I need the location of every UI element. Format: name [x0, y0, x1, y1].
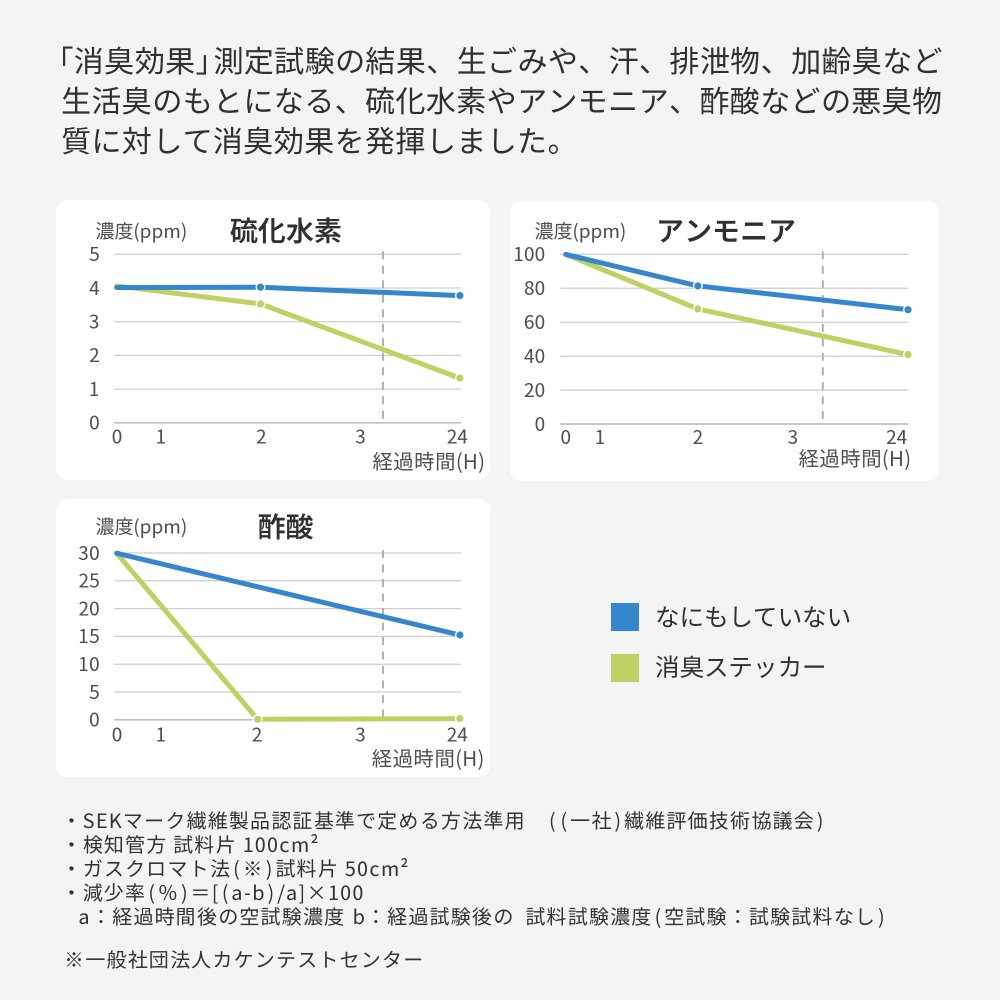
svg-text:5: 5 [89, 678, 100, 705]
svg-text:濃度(ppm): 濃度(ppm) [535, 217, 627, 244]
svg-text:80: 80 [524, 274, 545, 301]
svg-text:硫化水素: 硫化水素 [230, 210, 342, 250]
svg-text:40: 40 [524, 342, 545, 369]
svg-text:24: 24 [447, 422, 469, 449]
svg-text:10: 10 [78, 650, 99, 677]
svg-text:60: 60 [524, 308, 545, 335]
svg-text:酢酸: 酢酸 [258, 506, 314, 546]
svg-text:100: 100 [513, 240, 545, 267]
svg-text:4: 4 [89, 274, 100, 301]
svg-text:24: 24 [447, 721, 469, 748]
svg-text:3: 3 [355, 422, 366, 449]
svg-text:2: 2 [693, 423, 704, 450]
svg-text:0: 0 [89, 409, 100, 436]
svg-text:1: 1 [156, 422, 167, 449]
svg-text:2: 2 [252, 721, 263, 748]
svg-text:2: 2 [89, 341, 100, 368]
svg-text:0: 0 [112, 721, 123, 748]
svg-text:経過時間(H): 経過時間(H) [372, 742, 485, 772]
svg-text:1: 1 [156, 721, 167, 748]
svg-text:経過時間(H): 経過時間(H) [373, 445, 486, 475]
svg-text:1: 1 [89, 375, 100, 402]
svg-text:0: 0 [112, 422, 123, 449]
svg-text:濃度(ppm): 濃度(ppm) [96, 513, 188, 540]
svg-text:5: 5 [89, 240, 100, 267]
svg-text:2: 2 [256, 422, 267, 449]
svg-text:25: 25 [78, 567, 99, 594]
svg-text:0: 0 [534, 410, 545, 437]
svg-text:3: 3 [89, 308, 100, 335]
svg-text:24: 24 [886, 423, 908, 450]
svg-text:1: 1 [595, 423, 606, 450]
svg-text:経過時間(H): 経過時間(H) [799, 442, 912, 472]
svg-text:30: 30 [78, 539, 99, 566]
svg-text:3: 3 [355, 721, 366, 748]
svg-text:20: 20 [524, 376, 545, 403]
svg-text:0: 0 [89, 706, 100, 733]
svg-text:3: 3 [788, 423, 799, 450]
svg-text:20: 20 [78, 594, 99, 621]
svg-text:15: 15 [78, 622, 99, 649]
svg-text:アンモニア: アンモニア [656, 210, 796, 250]
svg-text:濃度(ppm): 濃度(ppm) [96, 217, 188, 244]
svg-text:0: 0 [560, 423, 571, 450]
